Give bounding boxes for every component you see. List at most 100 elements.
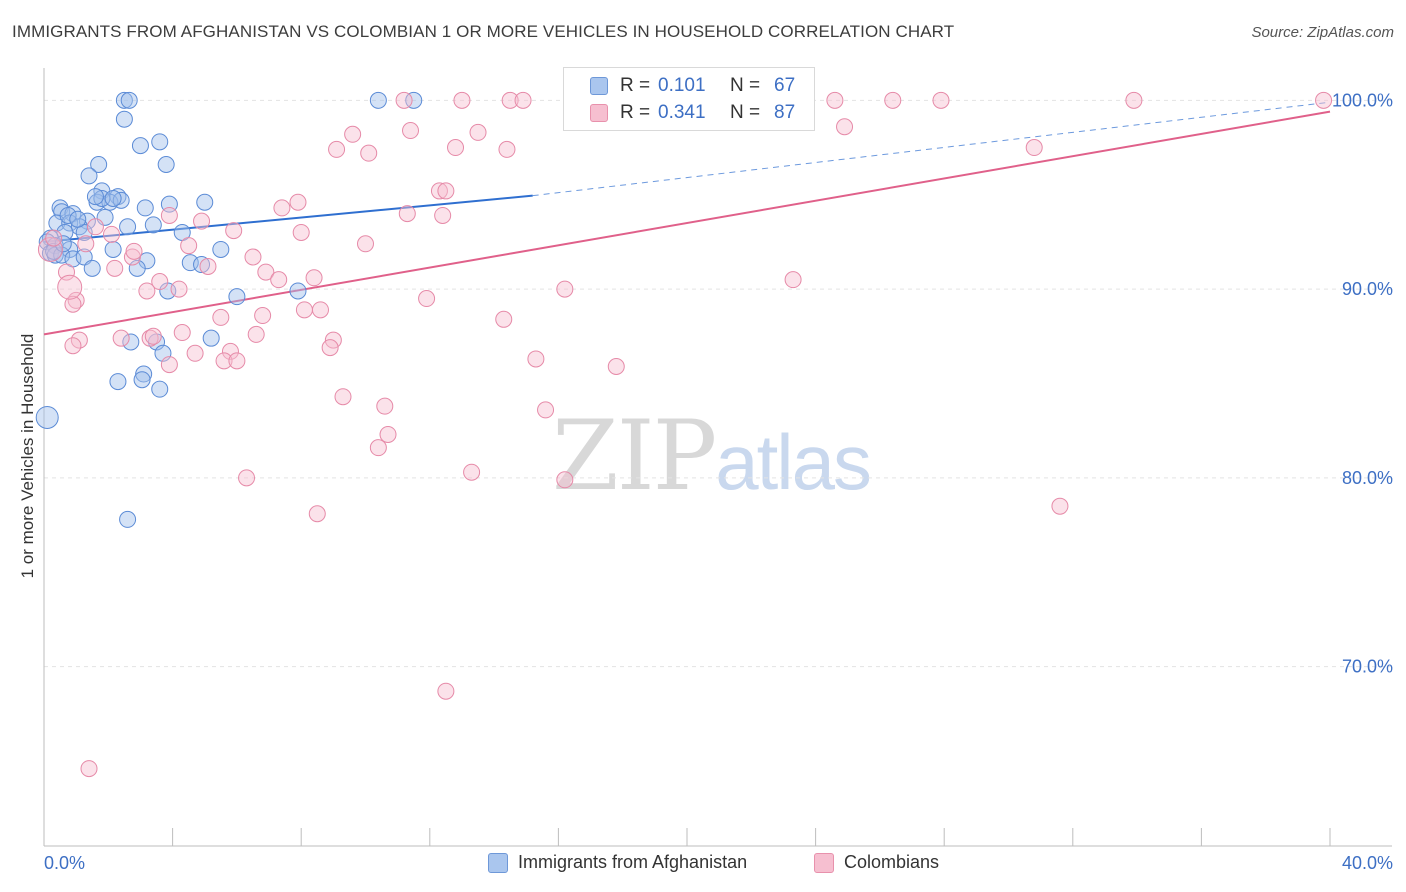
colombian-point	[180, 237, 198, 255]
colombian-point	[884, 91, 902, 109]
colombian-point	[527, 350, 545, 368]
colombian-point	[186, 344, 204, 362]
afghanistan-point	[90, 156, 108, 174]
colombian-point	[607, 357, 625, 375]
afghanistan-point	[120, 91, 138, 109]
colombian-point	[463, 463, 481, 481]
colombian-point	[238, 469, 256, 487]
colombian-point	[58, 263, 76, 281]
afghanistan-point	[59, 206, 77, 224]
colombian-point	[469, 123, 487, 141]
afghanistan-point	[131, 137, 149, 155]
afghanistan-point	[122, 333, 140, 351]
colombian-point	[495, 310, 513, 328]
colombian-point	[64, 337, 82, 355]
y-tick-label: 70.0%	[1342, 657, 1393, 677]
colombian-point	[64, 295, 82, 313]
afghanistan-point	[128, 259, 146, 277]
x-tick-label: 0.0%	[44, 853, 85, 873]
stats-row-afghanistan: R = 0.101 N = 67	[564, 74, 795, 98]
r-value: 0.341	[658, 102, 706, 123]
afghanistan-point	[151, 380, 169, 398]
colombian-point	[826, 91, 844, 109]
afghanistan-point	[193, 256, 211, 274]
colombian-point	[1315, 91, 1333, 109]
watermark-atlas: atlas	[715, 418, 872, 506]
colombians-legend-swatch-icon	[814, 852, 834, 873]
colombian-point	[86, 218, 104, 236]
afghanistan-point	[35, 405, 59, 429]
colombian-point	[170, 280, 188, 298]
chart-title: IMMIGRANTS FROM AFGHANISTAN VS COLOMBIAN…	[12, 22, 955, 41]
afghanistan-point	[212, 240, 230, 258]
legend-label-colombians: Colombians	[844, 852, 940, 872]
colombian-point	[1051, 497, 1069, 515]
afghanistan-point	[54, 235, 72, 253]
x-tick-label: 40.0%	[1342, 853, 1393, 873]
colombian-point	[292, 223, 310, 241]
legend-item-colombians[interactable]: Colombians	[814, 852, 939, 873]
colombian-point	[160, 356, 178, 374]
r-label: R =	[620, 102, 651, 123]
n-label: N =	[730, 102, 761, 123]
colombian-point	[321, 339, 339, 357]
y-tick-label: 100.0%	[1332, 90, 1393, 110]
colombian-point	[215, 352, 233, 370]
colombian-point	[379, 425, 397, 443]
colombian-point	[289, 193, 307, 211]
colombian-point	[784, 271, 802, 289]
colombian-point	[360, 144, 378, 162]
colombian-point	[295, 301, 313, 319]
colombian-point	[151, 273, 169, 291]
colombian-point	[199, 257, 217, 275]
afghanistan-point	[157, 156, 175, 174]
colombian-point	[160, 206, 178, 224]
colombian-point	[173, 324, 191, 342]
colombians-swatch-icon	[590, 104, 608, 122]
colombian-point	[57, 274, 83, 300]
afghanistan-point	[405, 91, 423, 109]
colombian-point	[328, 140, 346, 158]
data-points	[35, 91, 1333, 778]
colombian-point	[311, 301, 329, 319]
colombian-point	[402, 122, 420, 140]
afghanistan-point	[196, 193, 214, 211]
colombian-point	[395, 91, 413, 109]
colombian-point	[836, 118, 854, 136]
colombian-point	[308, 505, 326, 523]
afghanistan-point	[109, 373, 127, 391]
afghanistan-point	[80, 167, 98, 185]
colombian-point	[437, 182, 455, 200]
colombian-point	[228, 352, 246, 370]
colombian-point	[398, 205, 416, 223]
afghanistan-trend-extension	[532, 101, 1331, 197]
colombian-point	[1125, 91, 1143, 109]
legend-item-afghanistan[interactable]: Immigrants from Afghanistan	[488, 852, 747, 873]
colombian-point	[514, 91, 532, 109]
colombian-point	[80, 760, 98, 778]
colombian-point	[447, 139, 465, 157]
legend-label-afghanistan: Immigrants from Afghanistan	[518, 852, 748, 872]
colombian-point	[45, 229, 63, 247]
afghanistan-point	[369, 91, 387, 109]
colombian-point	[70, 331, 88, 349]
stats-row-colombians: R = 0.341 N = 87	[564, 101, 795, 125]
colombian-point	[418, 290, 436, 308]
stats-legend: R = 0.101 N = 67 R = 0.341 N = 87	[563, 67, 815, 131]
afghanistan-point	[104, 189, 122, 207]
afghanistan-point	[69, 210, 87, 228]
colombian-point	[112, 329, 130, 347]
colombian-point	[537, 401, 555, 419]
colombian-point	[376, 397, 394, 415]
y-tick-label: 80.0%	[1342, 468, 1393, 488]
afghanistan-point	[144, 216, 162, 234]
colombian-point	[123, 248, 141, 266]
colombian-point	[138, 282, 156, 300]
colombian-point	[1025, 139, 1043, 157]
colombian-point	[273, 199, 291, 217]
afghanistan-point	[228, 288, 246, 306]
afghanistan-point	[86, 188, 104, 206]
colombian-point	[437, 682, 455, 700]
colombian-point	[434, 206, 452, 224]
